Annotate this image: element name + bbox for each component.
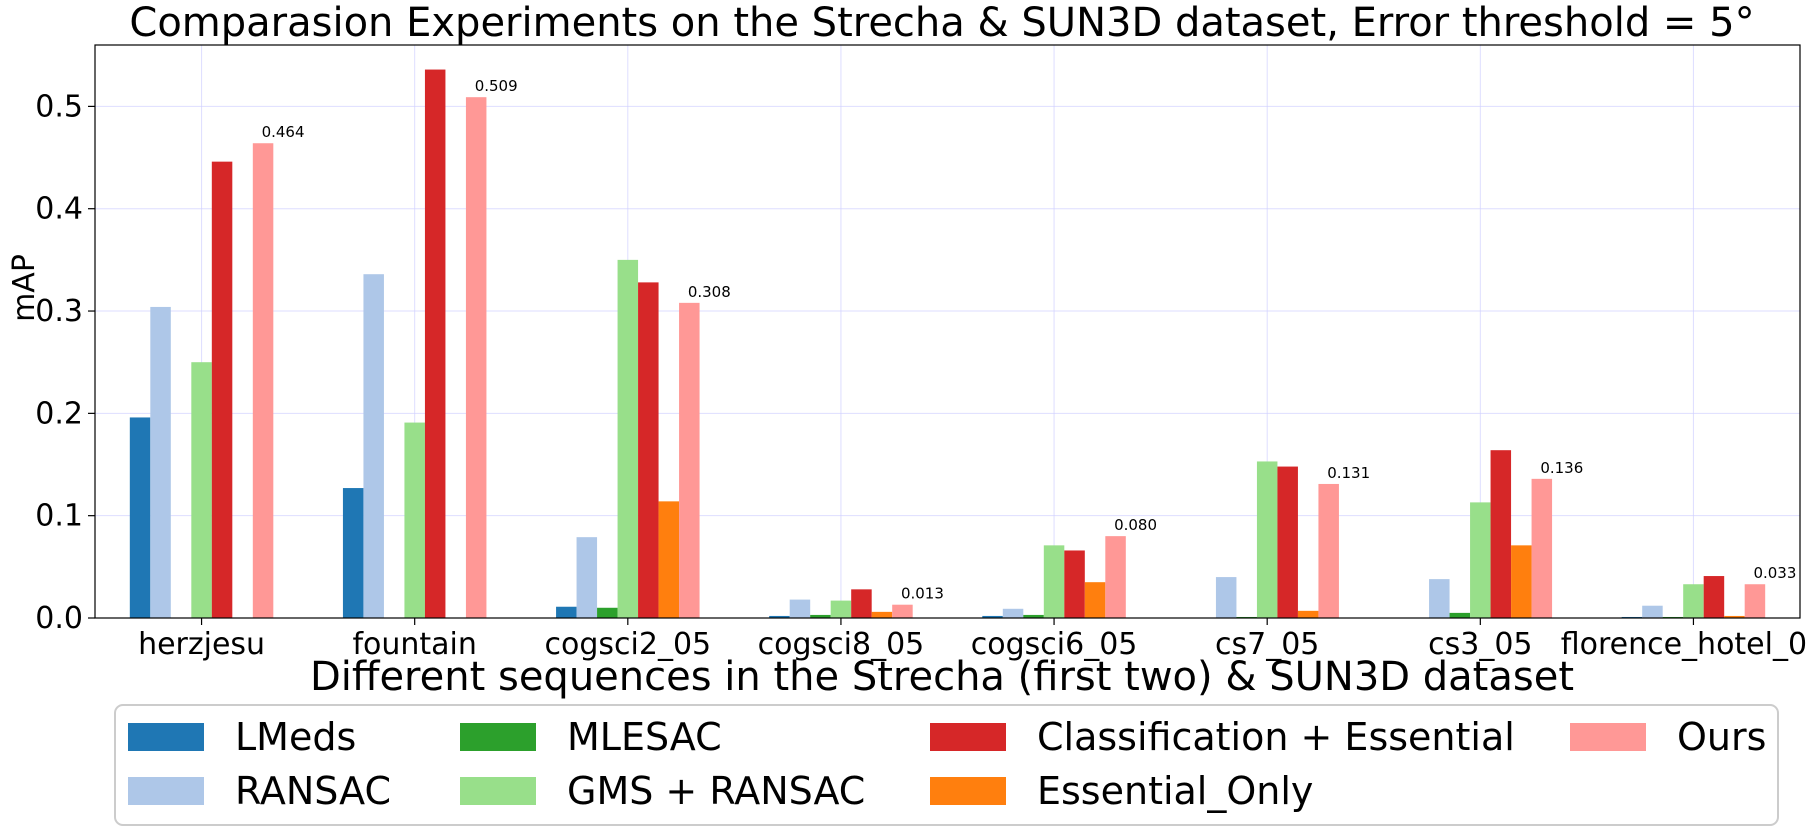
y-tick-label: 0.0 [35,601,83,636]
legend-label: GMS + RANSAC [567,769,865,813]
bar-mlesac-cogsci8-05 [810,614,831,618]
value-labels: 0.464 0.509 0.308 0.013 0.080 0.131 0.136 0.033 [262,77,1797,603]
bar-essential-only-cogsci8-05 [871,611,893,618]
x-tick-label: cogsci8_05 [758,627,925,662]
bar-ours-cogsci6-05 [1105,536,1126,618]
bar-ours-cogsci8-05 [892,604,913,618]
y-tick-label: 0.1 [35,499,83,534]
x-tick-label: cogsci6_05 [971,627,1138,662]
legend-swatch [1570,723,1646,751]
bar-gms-ransac-cogsci6-05 [1043,545,1065,618]
value-label: 0.033 [1753,564,1796,582]
legend-swatch [460,723,536,751]
bar-gms-ransac-cogsci8-05 [830,600,852,618]
bar-gms-ransac-cs3-05 [1470,502,1491,618]
bar-classification-essential-florence-hotel-05 [1703,576,1725,618]
bar-ours-cs7-05 [1318,483,1339,618]
legend-label: Essential_Only [1037,769,1313,813]
value-label: 0.013 [901,585,944,603]
bar-ours-cs3-05 [1531,478,1553,618]
bar-essential-only-cs7-05 [1297,610,1319,618]
chart-title: Comparasion Experiments on the Strecha &… [129,0,1754,46]
value-label: 0.080 [1114,516,1157,534]
bar-classification-essential-cogsci6-05 [1064,550,1085,618]
x-tick-label: cs7_05 [1215,627,1319,662]
bar-ransac-cs3-05 [1429,579,1450,618]
x-tick-label: herzjesu [138,627,265,662]
legend: LMeds RANSAC MLESAC GMS + RANSAC Classificat… [114,704,1779,826]
bar-ours-fountain [465,97,487,618]
bar-lmeds-cogsci8-05 [769,615,790,618]
value-label: 0.464 [262,123,305,141]
bar-ransac-cogsci8-05 [789,599,811,618]
bar-classification-essential-cogsci8-05 [851,589,872,618]
value-label: 0.509 [475,77,518,95]
legend-label: Classification + Essential [1037,715,1515,759]
y-axis-label: mAP [7,254,42,322]
bar-lmeds-herzjesu [129,417,151,618]
value-label: 0.136 [1540,459,1583,477]
x-tick-label: fountain [352,627,476,662]
y-axis: 0.0 0.1 0.2 0.3 0.4 0.5 [35,89,95,636]
bar-ransac-cogsci6-05 [1002,608,1024,618]
x-axis: herzjesu fountain cogsci2_05 cogsci8_05 cogs… [138,618,1809,662]
x-tick-label: florence_hotel_05 [1561,627,1809,662]
legend-swatch [128,777,204,805]
bar-lmeds-cogsci2-05 [556,606,577,618]
bar-ransac-fountain [363,274,384,618]
bar-ransac-herzjesu [150,306,171,618]
bar-essential-only-cogsci6-05 [1084,582,1106,618]
bar-mlesac-cogsci6-05 [1023,614,1044,618]
bar-lmeds-fountain [342,488,364,618]
x-axis-label: Different sequences in the Strecha (firs… [310,654,1574,700]
x-tick-label: cogsci2_05 [545,627,712,662]
legend-swatch [930,723,1006,751]
legend-swatch [930,777,1006,805]
plot-frame [94,44,1801,619]
bar-classification-essential-cogsci2-05 [638,282,659,618]
bar-gms-ransac-herzjesu [191,362,212,618]
bar-lmeds-cogsci6-05 [982,615,1003,618]
bar-essential-only-florence-hotel-05 [1724,615,1745,618]
legend-swatch [460,777,536,805]
bar-essential-only-cs3-05 [1511,545,1532,618]
y-tick-label: 0.4 [35,192,83,227]
y-tick-label: 0.5 [35,89,83,124]
bar-gms-ransac-cogsci2-05 [617,259,639,618]
legend-swatch [128,723,204,751]
bar-gms-ransac-florence-hotel-05 [1683,584,1704,618]
x-tick-label: cs3_05 [1428,627,1532,662]
bars [129,69,1766,619]
legend-label: Ours [1677,715,1766,759]
bar-ransac-cs7-05 [1215,577,1237,618]
value-label: 0.308 [688,283,731,301]
bar-mlesac-cs3-05 [1449,612,1471,618]
bar-gms-ransac-cs7-05 [1256,461,1278,618]
bar-classification-essential-cs3-05 [1490,450,1512,618]
bar-ours-herzjesu [252,143,274,618]
legend-label: MLESAC [567,715,722,759]
legend-label: LMeds [235,715,356,759]
bar-classification-essential-herzjesu [211,161,233,618]
bar-ransac-florence-hotel-05 [1642,605,1663,618]
bar-ours-cogsci2-05 [679,302,700,618]
y-tick-label: 0.3 [35,294,83,329]
bar-ransac-cogsci2-05 [576,537,598,618]
bar-classification-essential-cs7-05 [1277,466,1298,618]
bar-gms-ransac-fountain [404,422,425,618]
bar-essential-only-cogsci2-05 [658,501,680,618]
bar-classification-essential-fountain [424,69,446,619]
y-tick-label: 0.2 [35,396,83,431]
legend-label: RANSAC [235,769,391,813]
value-label: 0.131 [1327,464,1370,482]
bar-mlesac-cogsci2-05 [597,607,618,618]
bar-ours-florence-hotel-05 [1744,584,1766,618]
